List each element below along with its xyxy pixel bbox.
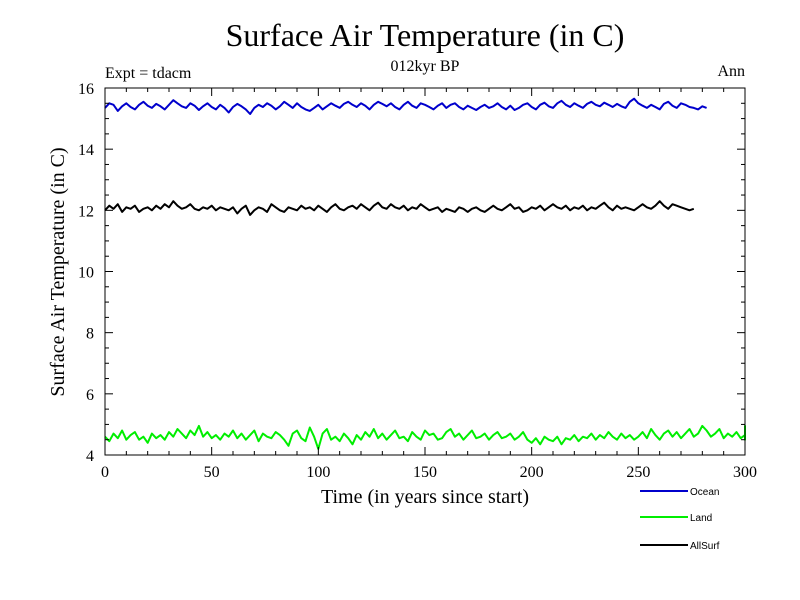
- series-line-land: [104, 424, 746, 450]
- y-tick-label: 10: [78, 265, 94, 282]
- chart-subtitle: 012kyr BP: [391, 58, 460, 75]
- y-tick-label: 14: [78, 142, 94, 159]
- series-line-allsurf: [104, 200, 695, 216]
- chart-title: Surface Air Temperature (in C): [226, 17, 625, 53]
- legend-label-land: Land: [690, 513, 712, 524]
- plot-area: [104, 97, 746, 450]
- legend-label-allsurf: AllSurf: [690, 541, 720, 552]
- x-tick-label: 250: [626, 464, 650, 481]
- x-tick-label: 300: [733, 464, 757, 481]
- x-tick-label: 0: [101, 464, 109, 481]
- axis-ticks: 0 50 100 150 200 250 300 4 6 8 10 12 14 16: [78, 81, 757, 481]
- y-tick-label: 16: [78, 81, 94, 98]
- legend-label-ocean: Ocean: [690, 487, 719, 498]
- experiment-label: Expt = tdacm: [105, 65, 192, 82]
- y-tick-label: 4: [86, 448, 94, 465]
- x-axis-label: Time (in years since start): [321, 486, 529, 508]
- plot-frame: [104, 87, 746, 456]
- period-label: Ann: [717, 63, 745, 80]
- x-tick-label: 150: [413, 464, 437, 481]
- y-axis-label: Surface Air Temperature (in C): [47, 147, 69, 396]
- series-line-ocean: [104, 97, 707, 115]
- legend: Ocean Land AllSurf: [640, 487, 720, 552]
- x-tick-label: 50: [204, 464, 220, 481]
- x-tick-label: 100: [306, 464, 330, 481]
- y-tick-label: 12: [78, 203, 94, 220]
- x-tick-label: 200: [520, 464, 544, 481]
- y-tick-label: 8: [86, 326, 94, 343]
- y-tick-label: 6: [86, 387, 94, 404]
